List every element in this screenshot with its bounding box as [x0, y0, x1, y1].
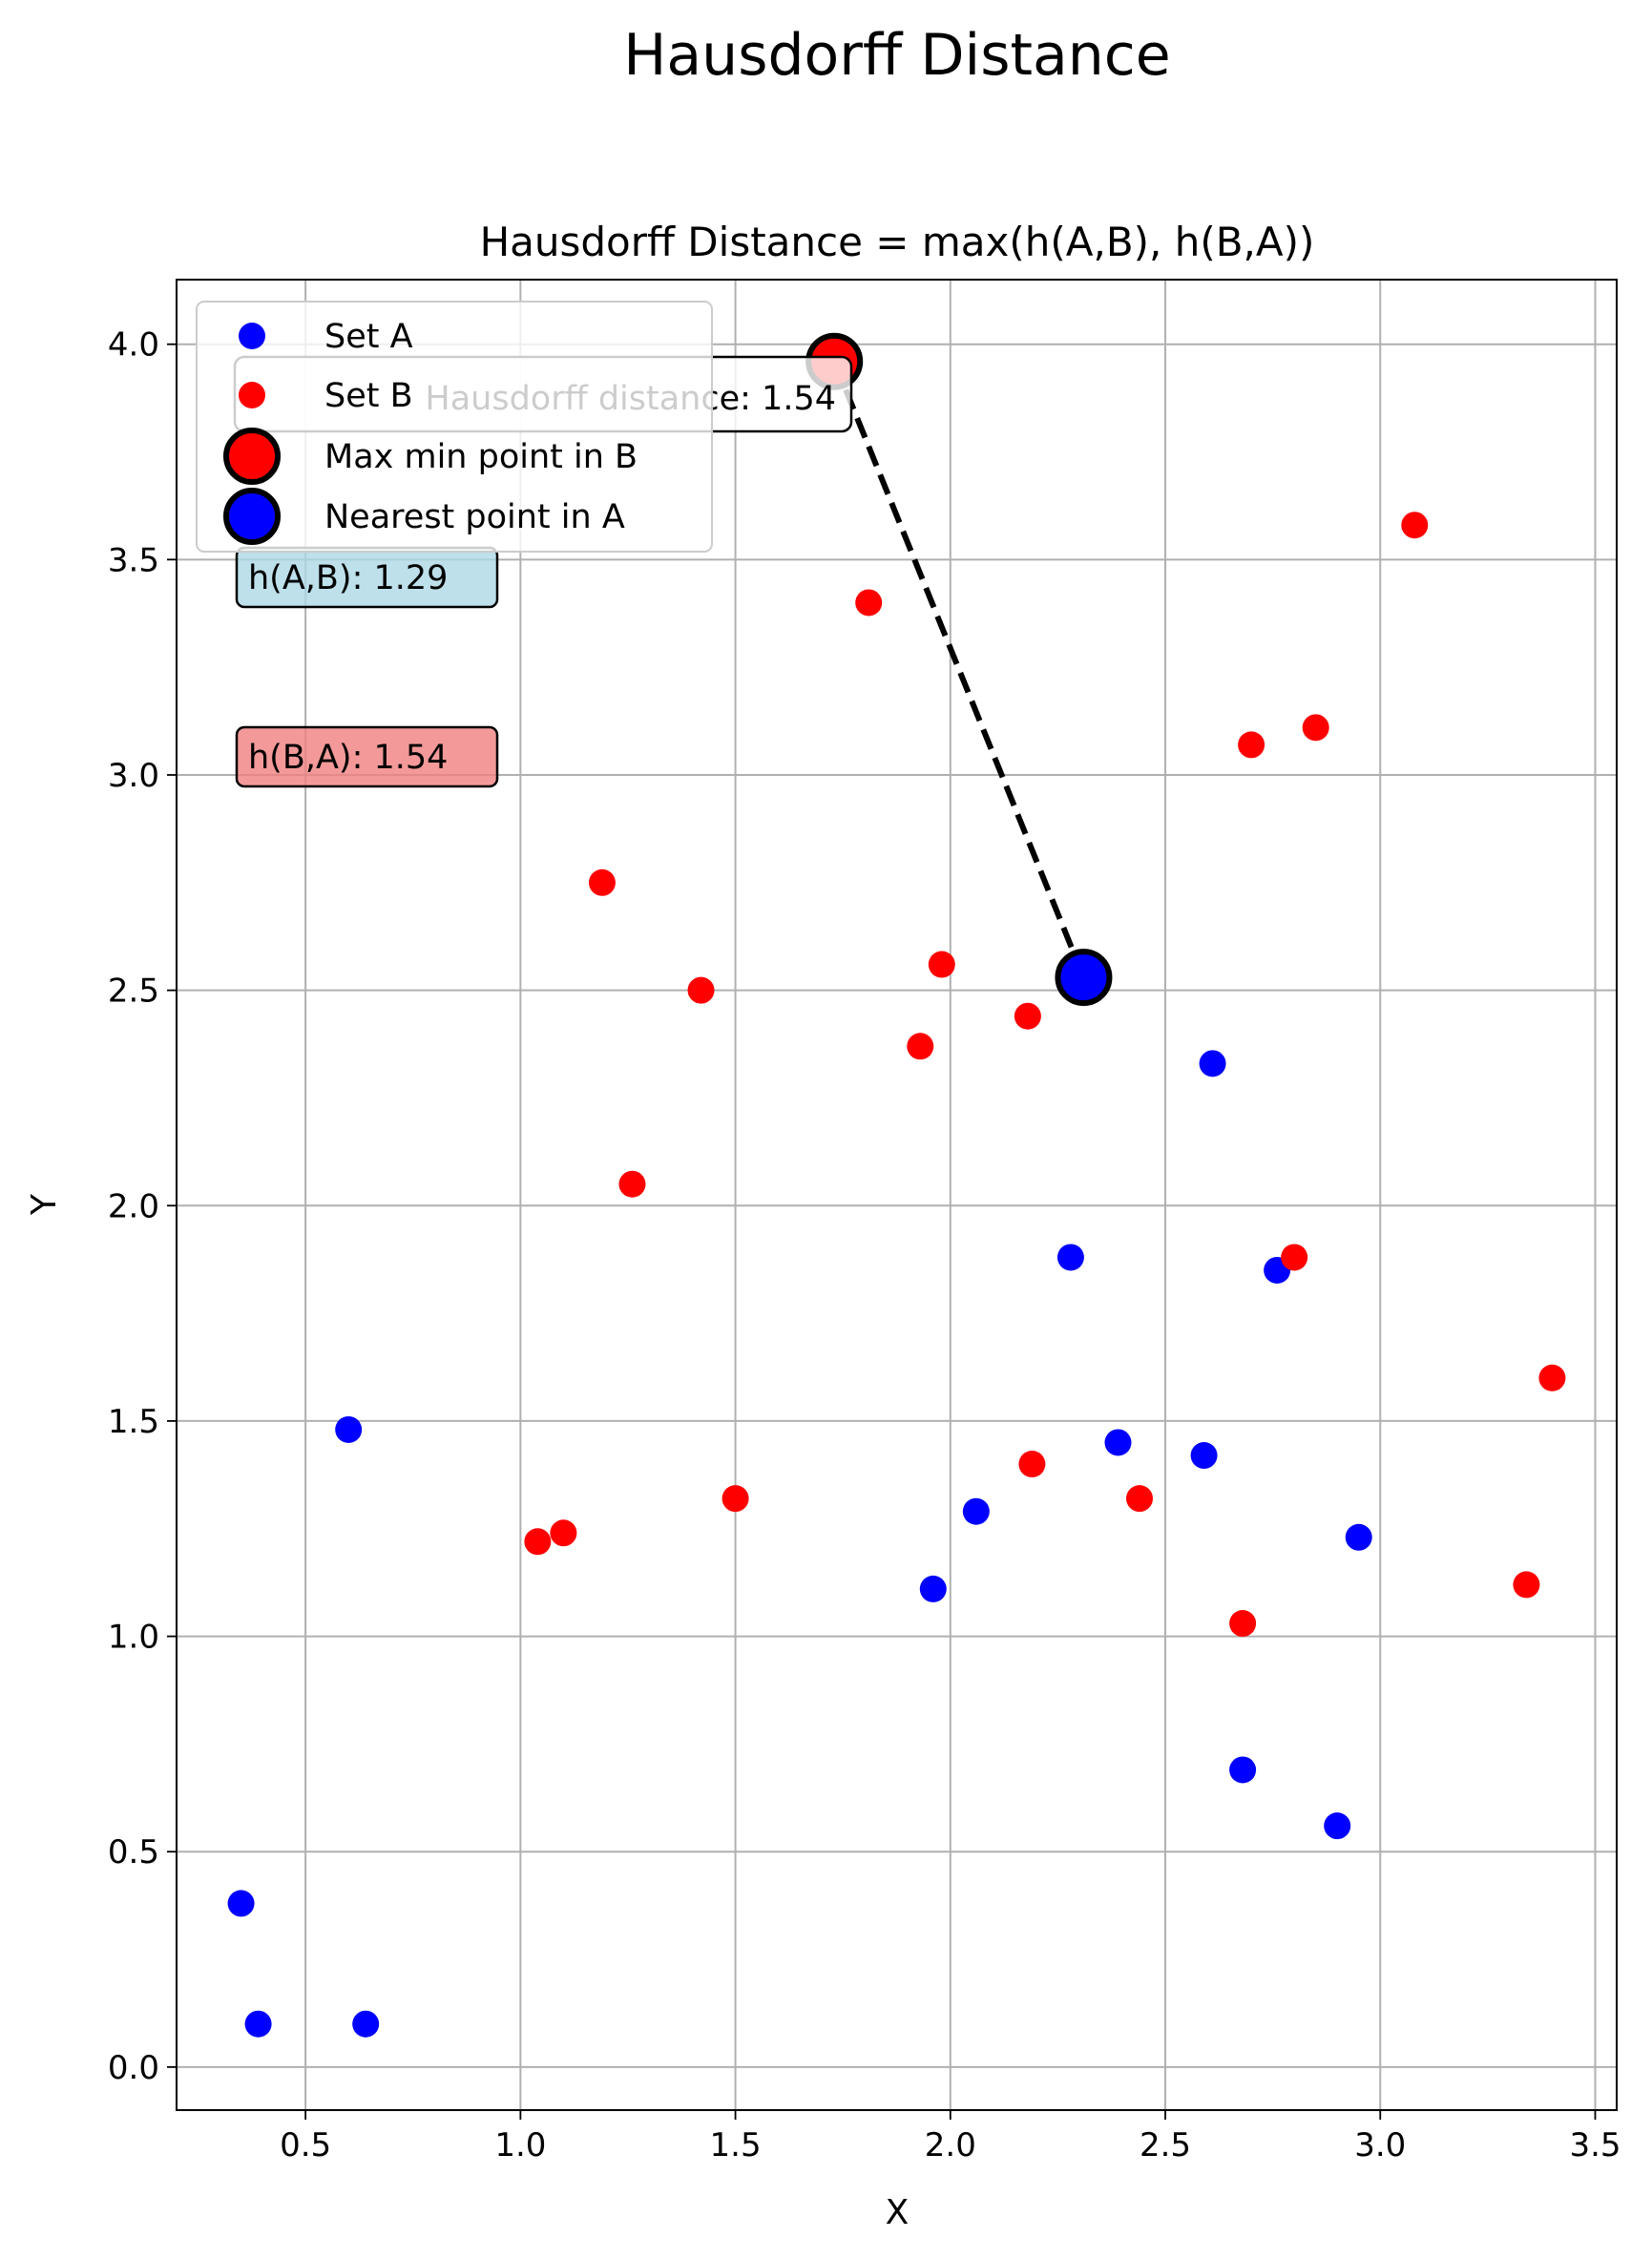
set-b-point — [588, 868, 616, 896]
legend-marker-set-b — [239, 382, 265, 408]
hausdorff-connector-line — [831, 360, 1087, 979]
nearest-point-in-a-point — [1055, 949, 1113, 1007]
connector-layer — [831, 360, 1087, 979]
set-b-point — [1401, 512, 1429, 539]
set-a-point — [1056, 1244, 1084, 1271]
set-a-point — [335, 1415, 363, 1443]
set-b-point — [524, 1528, 552, 1556]
h-ab-label: h(A,B): 1.29 — [248, 559, 448, 597]
y-tick-label: 0.5 — [108, 1833, 159, 1872]
legend-marker-max-min-point-in-b — [223, 428, 281, 485]
set-b-point — [1229, 1610, 1257, 1638]
set-b-point — [1538, 1364, 1566, 1391]
legend-label-max-min-point-in-b: Max min point in B — [324, 438, 638, 476]
set-b-point — [1513, 1571, 1540, 1599]
legend-marker-nearest-point-in-a — [223, 488, 281, 545]
y-tick-label: 1.5 — [108, 1403, 159, 1441]
axes-frame — [176, 279, 1618, 2111]
y-tick-label: 3.5 — [108, 541, 159, 579]
set-b-point — [618, 1170, 646, 1198]
set-a-point — [1190, 1442, 1218, 1470]
legend-label-set-a: Set A — [324, 318, 413, 356]
y-tick-label: 3.0 — [108, 757, 159, 795]
set-a-point — [1104, 1429, 1132, 1456]
y-tick-label: 0.0 — [108, 2049, 159, 2087]
y-tick-label: 4.0 — [108, 326, 159, 365]
set-a-point — [1345, 1523, 1372, 1551]
axes-border — [176, 279, 1618, 2111]
axis-ticks: 0.5 1.0 1.5 2.0 2.5 3.0 3.5 0.0 0.5 1.0 1.5 2.0 2.5 3… — [108, 326, 1621, 2165]
x-tick-label: 0.5 — [280, 2126, 331, 2165]
set-b-point — [721, 1485, 749, 1513]
legend-label-set-b: Set B — [324, 377, 413, 415]
grid-lines — [177, 280, 1617, 2110]
set-b-point — [1238, 731, 1265, 759]
set-b-point — [1018, 1451, 1046, 1478]
h-ba-label: h(B,A): 1.54 — [248, 739, 448, 777]
y-tick-label: 2.0 — [108, 1187, 159, 1225]
legend: Set A Set B Max min point in B Nearest poin… — [196, 301, 713, 553]
y-tick-label: 2.5 — [108, 973, 159, 1011]
set-a-point — [919, 1575, 947, 1602]
x-tick-label: 1.5 — [710, 2126, 762, 2165]
legend-label-nearest-point-in-a: Nearest point in A — [324, 498, 625, 536]
axes-title: Hausdorff Distance = max(h(A,B), h(B,A)) — [480, 219, 1315, 265]
set-b-point — [907, 1033, 934, 1060]
set-a-point — [1324, 1812, 1351, 1840]
legend-box — [196, 301, 713, 553]
data-points — [227, 332, 1566, 2038]
y-tick-label: 1.0 — [108, 1619, 159, 1657]
set-a-point — [244, 2010, 272, 2038]
set-a-point — [962, 1497, 990, 1525]
x-tick-label: 3.0 — [1354, 2126, 1406, 2165]
x-tick-label: 2.0 — [925, 2126, 976, 2165]
set-a-point — [1229, 1756, 1257, 1784]
legend-marker-set-a — [239, 323, 265, 349]
set-a-point — [352, 2010, 380, 2038]
x-tick-label: 1.0 — [494, 2126, 546, 2165]
set-b-point — [855, 589, 883, 617]
set-a-point — [227, 1890, 255, 1917]
set-a-point — [1199, 1050, 1226, 1077]
x-tick-label: 3.5 — [1569, 2126, 1621, 2165]
y-axis-label: Y — [25, 1193, 64, 1216]
set-b-point — [1014, 1002, 1041, 1030]
set-b-point — [687, 976, 715, 1004]
set-b-point — [1302, 714, 1329, 742]
x-tick-label: 2.5 — [1140, 2126, 1191, 2165]
set-b-point — [550, 1519, 577, 1547]
set-b-point — [928, 951, 955, 978]
x-axis-label: X — [886, 2193, 910, 2232]
set-b-point — [1281, 1244, 1308, 1271]
set-b-point — [1126, 1485, 1154, 1513]
figure-suptitle: Hausdorff Distance — [623, 22, 1170, 89]
h-ba-box — [235, 725, 499, 788]
